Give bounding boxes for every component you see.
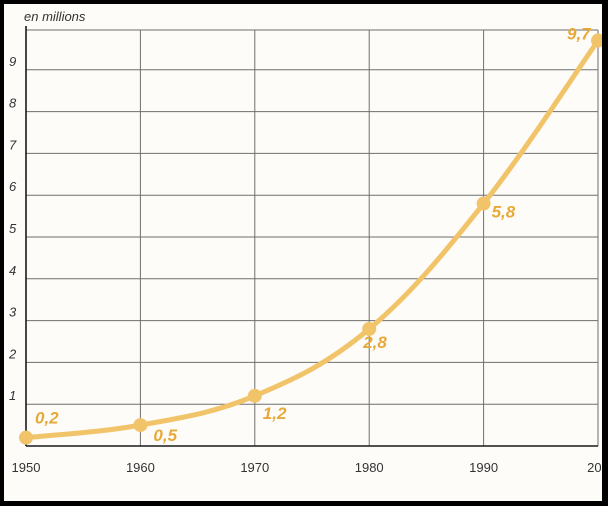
data-label: 0,5 <box>153 426 177 445</box>
data-point <box>19 430 33 445</box>
y-tick-label: 8 <box>9 96 17 111</box>
data-point <box>476 196 491 211</box>
y-tick-label: 2 <box>8 346 17 361</box>
unit-label: en millions <box>24 9 86 24</box>
data-point <box>133 418 148 433</box>
x-tick-label: 1990 <box>469 460 498 475</box>
x-tick-label: 1980 <box>355 460 384 475</box>
y-tick-label: 9 <box>9 54 16 69</box>
data-point <box>591 33 602 48</box>
y-tick-label: 4 <box>9 263 16 278</box>
grid <box>26 29 599 446</box>
data-label: 9,7 <box>567 25 592 44</box>
data-label: 5,8 <box>492 203 516 222</box>
series-path <box>23 38 601 441</box>
y-tick-label: 7 <box>9 137 17 152</box>
data-label: 1,2 <box>263 404 287 423</box>
x-tick-label: 1970 <box>240 460 269 475</box>
x-tick-label: 200 <box>587 460 602 475</box>
data-label: 0,2 <box>35 409 59 428</box>
axes: 1 2 3 4 5 6 7 8 9 1950 1960 1970 1980 1990 200 <box>8 26 602 475</box>
y-tick-label: 3 <box>9 305 17 320</box>
chart-paper: 1 2 3 4 5 6 7 8 9 1950 1960 1970 1980 1990 200 en mill… <box>4 4 602 501</box>
data-points <box>19 33 602 445</box>
data-label: 2,8 <box>362 333 387 352</box>
y-tick-label: 5 <box>9 221 17 236</box>
line-chart: 1 2 3 4 5 6 7 8 9 1950 1960 1970 1980 1990 200 en mill… <box>8 9 602 475</box>
y-tick-label: 1 <box>9 388 16 403</box>
data-point <box>362 321 377 336</box>
y-tick-label: 6 <box>9 179 17 194</box>
series-line <box>23 38 601 441</box>
x-tick-label: 1950 <box>12 460 41 475</box>
x-tick-label: 1960 <box>126 460 155 475</box>
data-labels: 0,2 0,5 1,2 2,8 5,8 9,7 <box>35 25 592 446</box>
data-point <box>247 388 262 403</box>
